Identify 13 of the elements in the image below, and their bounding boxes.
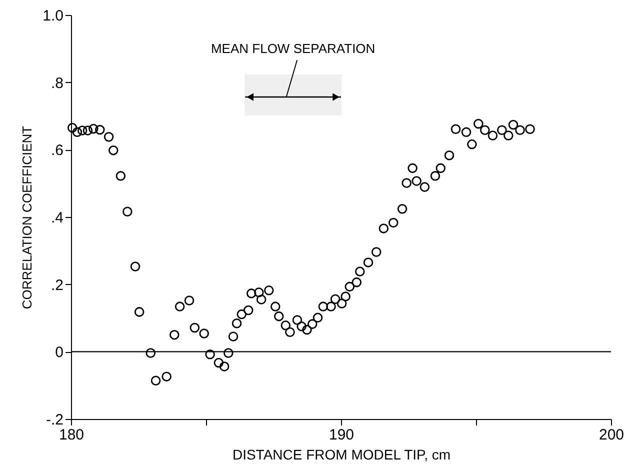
y-tick-label: .4	[50, 210, 64, 226]
y-tick-label: 1.0	[42, 8, 64, 24]
y-tick-label: .6	[50, 142, 64, 160]
y-tick-label: 0	[55, 344, 64, 362]
x-tick-label: 190	[328, 426, 354, 444]
y-tick-label: .2	[50, 276, 64, 294]
y-tick-label: .8	[50, 74, 64, 92]
x-tick-label: 180	[58, 426, 84, 444]
x-tick-label: 200	[598, 426, 624, 444]
y-axis-title: CORRELATION COEFFICIENT	[20, 126, 35, 310]
band-label: MEAN FLOW SEPARATION	[210, 41, 376, 56]
y-tick-label: -.2	[46, 412, 64, 428]
x-axis-title: DISTANCE FROM MODEL TIP, cm	[232, 446, 451, 462]
